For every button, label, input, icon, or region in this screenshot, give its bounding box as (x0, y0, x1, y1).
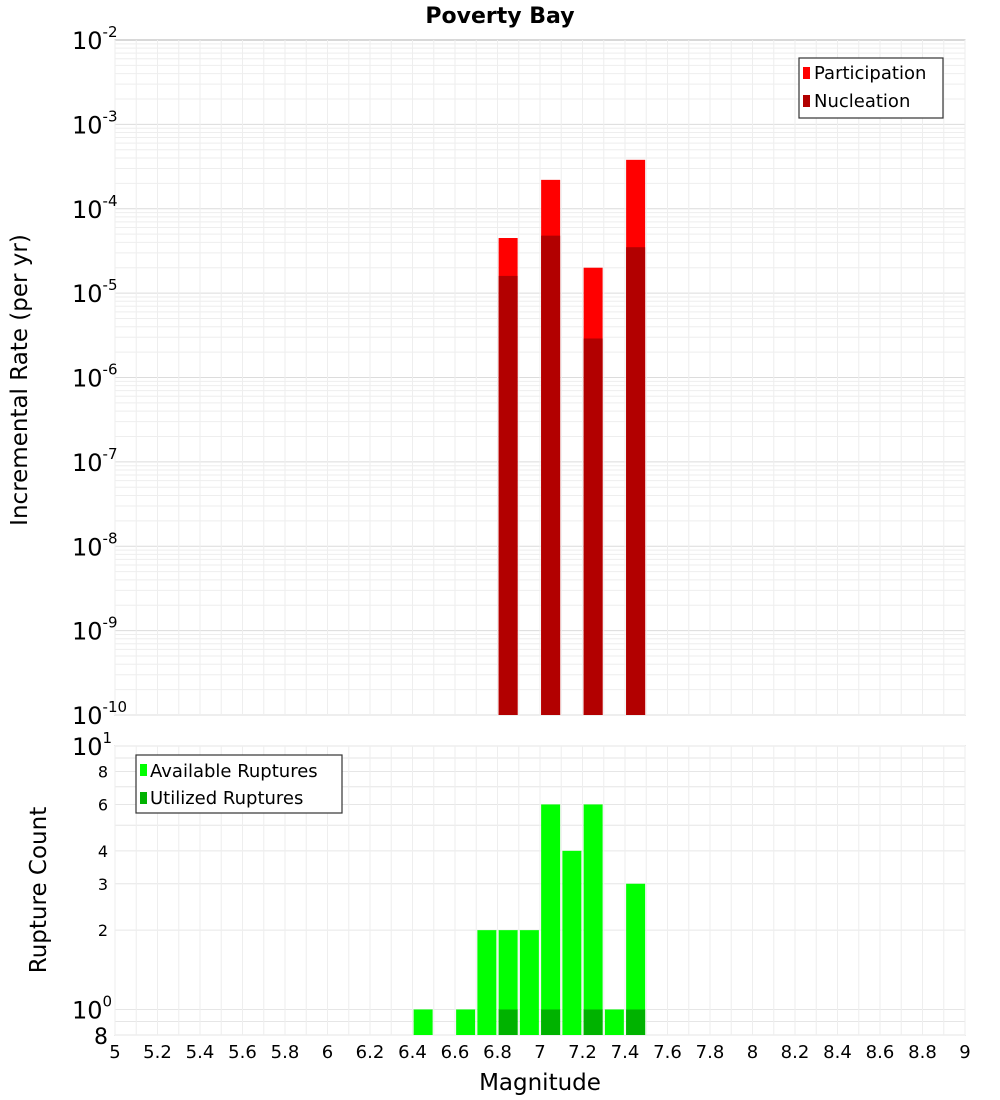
x-tick-label: 6.2 (356, 1042, 385, 1063)
legend-swatch-utilized (140, 792, 147, 804)
bar-available-ruptures (604, 1009, 624, 1035)
chart-title: Poverty Bay (425, 4, 574, 29)
x-tick-label: 5 (109, 1042, 120, 1063)
x-tick-label: 5.6 (228, 1042, 257, 1063)
bottom-legend-box (135, 754, 343, 814)
legend-swatch-available (140, 764, 147, 776)
legend-label-utilized: Utilized Ruptures (150, 788, 303, 809)
x-tick-label: 7 (534, 1042, 545, 1063)
bottom-y-tick-label-min: 8 (94, 1025, 108, 1050)
x-tick-label: 8.4 (823, 1042, 852, 1063)
legend-label-available: Available Ruptures (150, 761, 318, 782)
x-tick-label: 9 (959, 1042, 970, 1063)
x-tick-label: 8.6 (866, 1042, 895, 1063)
top-y-tick-label: 10-10 (72, 698, 127, 730)
top-gridlines (114, 40, 966, 716)
legend-label-participation: Participation (814, 63, 926, 84)
bar-available-ruptures (541, 804, 561, 1035)
x-tick-label: 5.2 (143, 1042, 172, 1063)
x-tick-label: 7.2 (568, 1042, 597, 1063)
bar-utilized-ruptures (583, 1009, 603, 1035)
bar-available-ruptures (519, 930, 539, 1035)
top-legend: Participation Nucleation (798, 57, 944, 119)
x-tick-label: 7.6 (653, 1042, 682, 1063)
x-tick-label: 5.8 (271, 1042, 300, 1063)
bottom-bars (413, 804, 646, 1035)
top-bars (498, 159, 646, 716)
top-y-tick-label: 10-9 (72, 614, 118, 646)
x-axis-label: Magnitude (479, 1070, 601, 1096)
bar-available-ruptures (626, 883, 646, 1035)
bar-utilized-ruptures (498, 1009, 518, 1035)
bar-nucleation (498, 275, 518, 715)
bottom-y-axis-label: Rupture Count (26, 807, 52, 973)
x-tick-label: 5.4 (186, 1042, 215, 1063)
bottom-y-tick-label: 6 (98, 795, 108, 814)
bottom-y-tick-label: 3 (98, 875, 108, 894)
bar-nucleation (626, 247, 646, 716)
bottom-y-tick-label: 8 (98, 763, 108, 782)
top-panel: 10-10 10-9 10-8 10-7 10-6 10-5 10-4 10-3 10-2 In… (7, 23, 966, 730)
bar-available-ruptures (562, 850, 582, 1035)
bar-utilized-ruptures (626, 1009, 646, 1035)
x-tick-label: 6.4 (398, 1042, 427, 1063)
x-tick-label: 8.2 (781, 1042, 810, 1063)
bottom-y-tick-label-major: 101 (72, 729, 112, 761)
bar-nucleation (541, 235, 561, 715)
top-y-tick-label: 10-7 (72, 445, 118, 477)
bar-available-ruptures (583, 804, 603, 1035)
x-tick-label: 6.8 (483, 1042, 512, 1063)
bar-available-ruptures (498, 930, 518, 1035)
top-y-tick-label: 10-6 (72, 361, 118, 393)
bar-available-ruptures (456, 1009, 476, 1035)
top-y-tick-labels: 10-10 10-9 10-8 10-7 10-6 10-5 10-4 10-3 10-2 (72, 23, 127, 730)
x-tick-label: 7.4 (611, 1042, 640, 1063)
bottom-y-tick-label: 4 (98, 842, 108, 861)
x-tick-label: 8.8 (908, 1042, 937, 1063)
top-y-tick-label: 10-3 (72, 107, 118, 139)
bar-utilized-ruptures (541, 1009, 561, 1035)
x-tick-label: 8 (747, 1042, 758, 1063)
top-y-tick-label: 10-5 (72, 276, 118, 308)
bottom-legend: Available Ruptures Utilized Ruptures (135, 754, 343, 814)
bottom-y-tick-label-major: 100 (72, 992, 112, 1024)
legend-swatch-nucleation (803, 95, 810, 107)
bar-available-ruptures (413, 1009, 433, 1035)
bar-available-ruptures (477, 930, 497, 1035)
bar-nucleation (583, 338, 603, 715)
legend-label-nucleation: Nucleation (814, 91, 910, 112)
legend-swatch-participation (803, 67, 810, 79)
x-tick-label: 6 (322, 1042, 333, 1063)
top-y-tick-label: 10-2 (72, 23, 118, 55)
top-y-tick-label: 10-8 (72, 529, 118, 561)
x-tick-label: 6.6 (441, 1042, 470, 1063)
x-tick-label: 7.8 (696, 1042, 725, 1063)
bottom-y-tick-label: 2 (98, 921, 108, 940)
top-y-axis-label: Incremental Rate (per yr) (7, 234, 33, 526)
top-y-tick-label: 10-4 (72, 192, 118, 224)
top-legend-box (798, 57, 944, 119)
x-tick-labels: 5 5.2 5.4 5.6 5.8 6 6.2 6.4 6.6 6.8 7 7.2 7.4 7.6 7.8 8… (109, 1042, 970, 1063)
